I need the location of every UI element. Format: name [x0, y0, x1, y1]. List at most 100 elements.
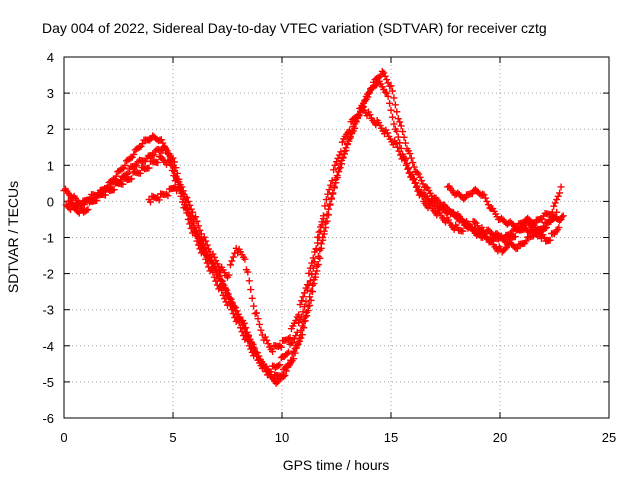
data-point-marker — [404, 165, 412, 173]
data-point-marker — [306, 301, 314, 309]
data-point-marker — [416, 173, 424, 181]
data-point-marker — [234, 315, 242, 323]
data-point-marker — [292, 317, 300, 325]
x-tick-label: 10 — [275, 430, 289, 445]
data-point-marker — [80, 201, 88, 209]
data-point-marker — [557, 183, 565, 191]
data-point-marker — [468, 224, 476, 232]
data-point-marker — [354, 112, 362, 120]
data-point-marker — [299, 308, 307, 316]
data-point-marker — [479, 226, 487, 234]
data-point-marker — [128, 175, 136, 183]
data-point-marker — [264, 340, 272, 348]
data-point-marker — [298, 331, 306, 339]
data-point-marker — [309, 254, 317, 262]
data-point-marker — [127, 154, 135, 162]
data-point-marker — [216, 272, 224, 280]
data-point-marker — [289, 338, 297, 346]
data-point-marker — [192, 232, 200, 240]
data-point-marker — [408, 171, 416, 179]
y-tick-label: 3 — [47, 86, 54, 101]
data-point-marker — [297, 334, 305, 342]
data-point-marker — [319, 236, 327, 244]
data-point-marker — [397, 122, 405, 130]
data-point-marker — [202, 255, 210, 263]
data-point-marker — [522, 237, 530, 245]
data-point-marker — [488, 237, 496, 245]
data-point-marker — [415, 170, 423, 178]
data-point-marker — [333, 174, 341, 182]
data-point-marker — [203, 259, 211, 267]
series-track-4 — [145, 183, 327, 356]
data-point-marker — [225, 271, 233, 279]
data-point-marker — [306, 293, 314, 301]
data-point-marker — [285, 335, 293, 343]
data-point-marker — [272, 379, 280, 387]
data-point-marker — [241, 255, 249, 263]
data-point-marker — [384, 92, 392, 100]
data-point-marker — [314, 233, 322, 241]
data-point-marker — [277, 343, 285, 351]
data-point-marker — [541, 224, 549, 232]
data-point-marker — [343, 140, 351, 148]
data-point-marker — [301, 317, 309, 325]
data-point-marker — [326, 201, 334, 209]
data-point-marker — [193, 217, 201, 225]
data-point-marker — [194, 241, 202, 249]
data-point-marker — [395, 147, 403, 155]
axis-ticks: 0 5 10 15 20 25 -6 -5 -4 -3 -2 -1 0 1 2 3 4 — [42, 50, 616, 445]
series-track-2 — [64, 67, 561, 387]
data-point-marker — [119, 180, 127, 188]
data-point-marker — [118, 165, 126, 173]
data-point-marker — [351, 124, 359, 132]
data-point-marker — [212, 277, 220, 285]
data-point-marker — [172, 164, 180, 172]
data-point-marker — [146, 198, 154, 206]
data-point-marker — [388, 113, 396, 121]
data-point-marker — [481, 194, 489, 202]
data-point-marker — [551, 199, 559, 207]
data-point-marker — [410, 175, 418, 183]
data-point-marker — [324, 190, 332, 198]
data-point-marker — [168, 166, 176, 174]
data-point-marker — [101, 191, 109, 199]
data-point-marker — [331, 161, 339, 169]
data-point-marker — [325, 211, 333, 219]
data-point-marker — [330, 166, 338, 174]
data-point-marker — [501, 245, 509, 253]
data-point-marker — [293, 328, 301, 336]
data-point-marker — [261, 363, 269, 371]
data-point-marker — [181, 203, 189, 211]
y-tick-label: 4 — [47, 50, 54, 65]
data-point-marker — [302, 284, 310, 292]
data-point-marker — [511, 233, 519, 241]
data-point-marker — [247, 286, 255, 294]
data-point-marker — [406, 150, 414, 158]
y-tick-label: -1 — [42, 231, 54, 246]
data-point-marker — [361, 96, 369, 104]
data-point-marker — [335, 151, 343, 159]
data-point-marker — [412, 183, 420, 191]
data-point-marker — [319, 212, 327, 220]
data-point-marker — [330, 184, 338, 192]
data-point-marker — [167, 161, 175, 169]
data-point-marker — [157, 136, 165, 144]
data-point-marker — [245, 342, 253, 350]
data-point-marker — [320, 230, 328, 238]
data-point-marker — [353, 113, 361, 121]
data-point-marker — [311, 273, 319, 281]
data-point-marker — [218, 286, 226, 294]
data-point-marker — [417, 189, 425, 197]
data-point-marker — [383, 76, 391, 84]
data-point-marker — [196, 226, 204, 234]
data-point-marker — [122, 170, 130, 178]
data-point-marker — [248, 294, 256, 302]
data-point-marker — [257, 326, 265, 334]
data-point-marker — [155, 196, 163, 204]
data-point-marker — [189, 208, 197, 216]
data-point-marker — [299, 293, 307, 301]
data-point-marker — [346, 126, 354, 134]
data-point-marker — [407, 154, 415, 162]
data-point-marker — [418, 177, 426, 185]
data-point-marker — [410, 175, 418, 183]
